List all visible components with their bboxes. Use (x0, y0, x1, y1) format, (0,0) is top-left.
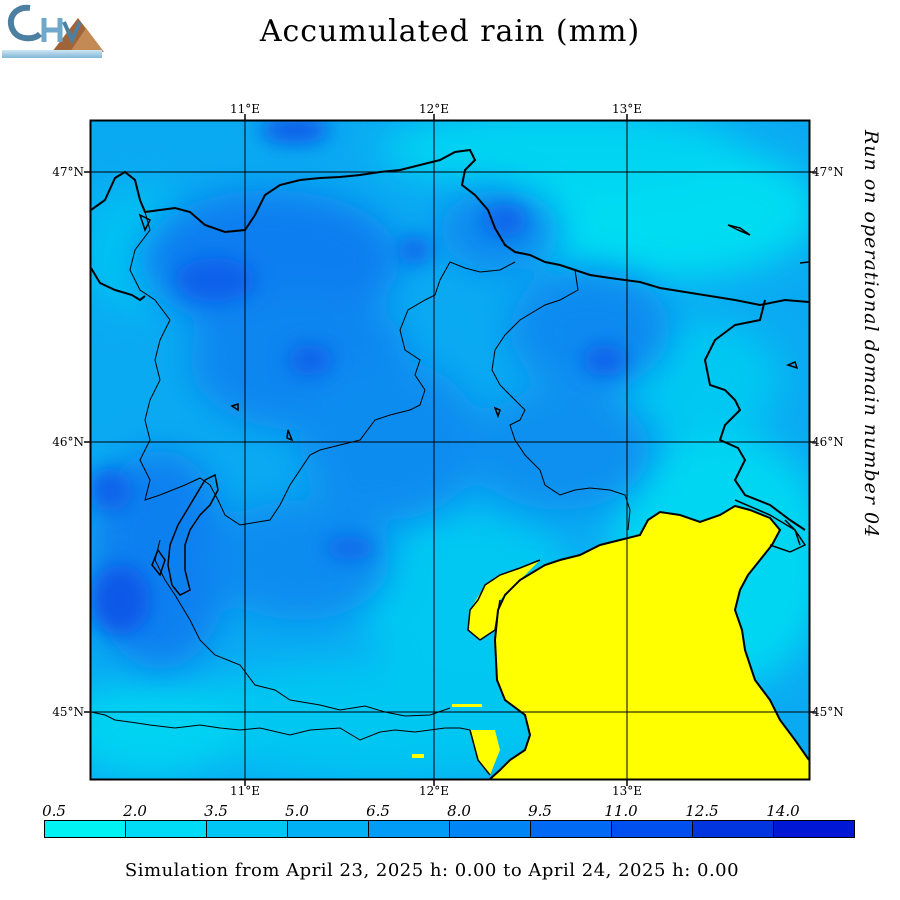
lon-label-top-12: 12°E (419, 102, 449, 116)
chym-logo-icon (0, 0, 104, 60)
lat-label-left-45: 45°N (52, 705, 84, 719)
legend-value: 9.5 (528, 802, 552, 820)
legend-value: 2.0 (123, 802, 147, 820)
lon-label-bottom-13: 13°E (612, 784, 642, 798)
legend-swatch (450, 821, 531, 837)
legend-value: 14.0 (766, 802, 800, 820)
sea-area (490, 506, 809, 779)
legend-swatch (693, 821, 774, 837)
legend-swatch (774, 821, 854, 837)
legend-value: 8.0 (447, 802, 471, 820)
lat-label-left-46: 46°N (52, 435, 84, 449)
graticule (91, 121, 809, 779)
domain-note: Run on operational domain number 04 (860, 130, 882, 539)
legend-value: 0.5 (42, 802, 66, 820)
legend-swatch (288, 821, 369, 837)
lon-label-top-11: 11°E (230, 102, 260, 116)
legend-color-bar (44, 820, 855, 838)
legend-swatch (207, 821, 288, 837)
map-frame (89, 119, 811, 781)
borders (91, 148, 809, 779)
legend-values: 0.5 2.0 3.5 5.0 6.5 8.0 9.5 11.0 12.5 14… (42, 802, 856, 820)
lat-label-left-47: 47°N (52, 165, 84, 179)
legend-swatch (531, 821, 612, 837)
legend-swatch (369, 821, 450, 837)
lon-label-bottom-11: 11°E (230, 784, 260, 798)
legend-value: 12.5 (685, 802, 719, 820)
lon-label-top-13: 13°E (612, 102, 642, 116)
legend-value: 11.0 (604, 802, 638, 820)
legend-value: 5.0 (285, 802, 309, 820)
rain-field (91, 121, 809, 779)
legend-swatch (612, 821, 693, 837)
page-title: Accumulated rain (mm) (259, 14, 641, 49)
legend-swatch (126, 821, 207, 837)
lat-label-right-45: 45°N (812, 705, 844, 719)
legend-swatch (45, 821, 126, 837)
legend-value: 3.5 (204, 802, 228, 820)
simulation-period: Simulation from April 23, 2025 h: 0.00 t… (124, 860, 740, 881)
lon-label-bottom-12: 12°E (419, 784, 449, 798)
legend-value: 6.5 (366, 802, 390, 820)
lat-label-right-46: 46°N (812, 435, 844, 449)
lat-label-right-47: 47°N (812, 165, 844, 179)
